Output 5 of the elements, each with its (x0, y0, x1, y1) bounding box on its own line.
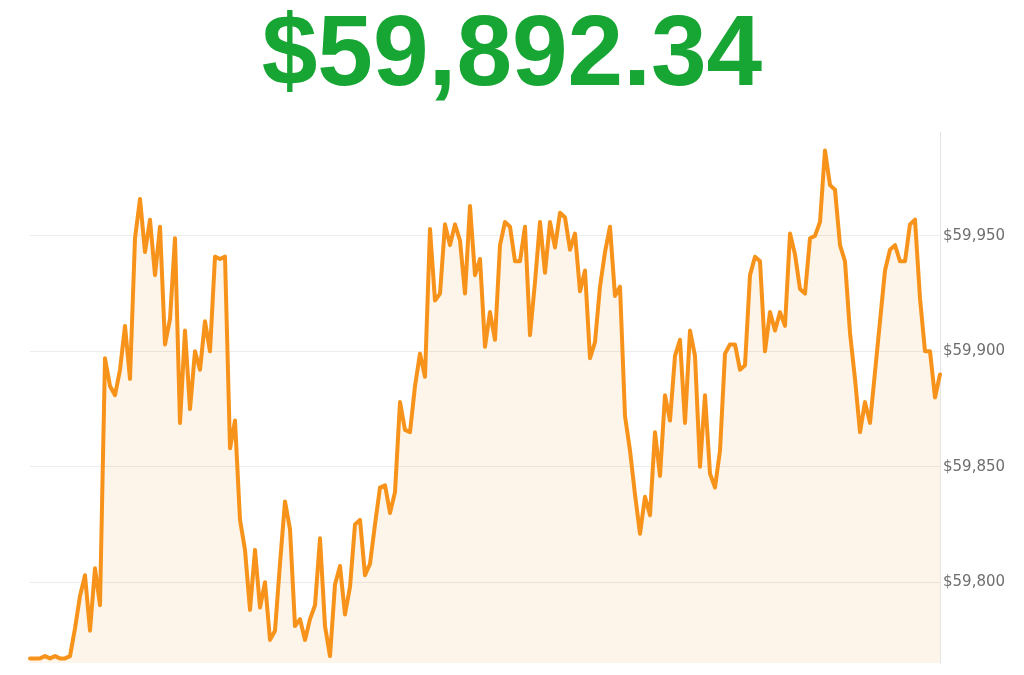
chart-title: $59,892.34 (260, 0, 764, 106)
y-tick-label: $59,950 (943, 225, 1006, 244)
y-tick-label: $59,900 (943, 341, 1006, 360)
y-tick-label: $59,850 (943, 456, 1006, 475)
y-tick-label: $59,800 (943, 572, 1006, 591)
